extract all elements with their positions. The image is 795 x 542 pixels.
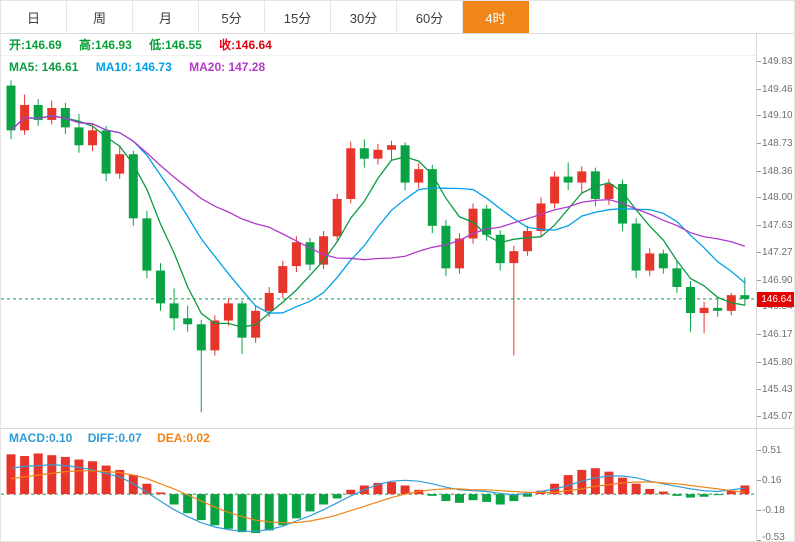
ohlc-bar: 开:146.69 高:146.93 低:146.55 收:146.64 xyxy=(1,34,756,56)
axis-tick xyxy=(757,197,761,198)
axis-tick xyxy=(757,389,761,390)
axis-tick xyxy=(757,115,761,116)
axis-tick xyxy=(757,416,761,417)
tab-30min[interactable]: 30分 xyxy=(331,1,397,33)
ma5-legend: MA5: 146.61 xyxy=(9,60,79,74)
axis-tick xyxy=(757,480,761,481)
timeframe-toolbar: 日 周 月 5分 15分 30分 60分 4时 xyxy=(1,1,794,34)
price-axis-label: 147.63 xyxy=(762,220,793,231)
price-axis-label: 145.43 xyxy=(762,384,793,395)
ohlc-open: 开:146.69 xyxy=(9,38,62,52)
axis-tick xyxy=(757,61,761,62)
axis-tick xyxy=(757,450,761,451)
axis-tick xyxy=(757,225,761,226)
ohlc-low: 低:146.55 xyxy=(149,38,202,52)
tab-60min[interactable]: 60分 xyxy=(397,1,463,33)
price-axis-label: 145.80 xyxy=(762,357,793,368)
diff-value: DIFF:0.07 xyxy=(87,431,142,445)
price-axis-label: 146.90 xyxy=(762,275,793,286)
axis-tick xyxy=(757,280,761,281)
macd-chart[interactable] xyxy=(1,429,756,542)
tab-4hour[interactable]: 4时 xyxy=(463,1,529,33)
macd-panel: MACD:0.10 DIFF:0.07 DEA:0.02 0.51 0.16 -0.… xyxy=(1,428,794,542)
price-axis-label: 145.07 xyxy=(762,411,793,422)
price-axis-label: 146.17 xyxy=(762,329,793,340)
axis-tick xyxy=(757,334,761,335)
main-chart-panel: 开:146.69 高:146.93 低:146.55 收:146.64 MA5:… xyxy=(1,34,794,428)
tab-15min[interactable]: 15分 xyxy=(265,1,331,33)
macd-axis-label: -0.18 xyxy=(762,505,785,516)
axis-tick xyxy=(757,89,761,90)
price-axis-label: 148.36 xyxy=(762,166,793,177)
macd-axis: 0.51 0.16 -0.18 -0.53 xyxy=(756,429,794,542)
ma20-legend: MA20: 147.28 xyxy=(189,60,266,74)
macd-legend: MACD:0.10 DIFF:0.07 DEA:0.02 xyxy=(9,431,222,445)
axis-tick xyxy=(757,510,761,511)
price-axis-label: 149.10 xyxy=(762,110,793,121)
price-axis-label: 148.73 xyxy=(762,138,793,149)
price-axis-label: 149.46 xyxy=(762,84,793,95)
macd-axis-label: 0.51 xyxy=(762,445,782,456)
ohlc-close: 收:146.64 xyxy=(219,38,272,52)
ma10-legend: MA10: 146.73 xyxy=(95,60,172,74)
axis-tick xyxy=(757,252,761,253)
dea-value: DEA:0.02 xyxy=(157,431,210,445)
macd-value: MACD:0.10 xyxy=(9,431,73,445)
price-axis-label: 149.83 xyxy=(762,56,793,67)
tab-weekly[interactable]: 周 xyxy=(67,1,133,33)
macd-axis-label: -0.53 xyxy=(762,532,785,542)
ohlc-high: 高:146.93 xyxy=(79,38,132,52)
axis-tick xyxy=(757,362,761,363)
tab-5min[interactable]: 5分 xyxy=(199,1,265,33)
candlestick-chart[interactable] xyxy=(1,34,756,428)
axis-tick xyxy=(757,171,761,172)
price-axis-label: 148.00 xyxy=(762,192,793,203)
macd-axis-label: 0.16 xyxy=(762,475,782,486)
price-axis-label: 147.27 xyxy=(762,247,793,258)
price-axis: 146.64 149.83 149.46 149.10 148.73 148.36 148… xyxy=(756,34,794,428)
axis-tick xyxy=(757,143,761,144)
axis-tick xyxy=(757,540,761,541)
tab-daily[interactable]: 日 xyxy=(1,1,67,33)
tab-monthly[interactable]: 月 xyxy=(133,1,199,33)
current-price-tag: 146.64 xyxy=(757,292,794,307)
ma-legend: MA5: 146.61 MA10: 146.73 MA20: 147.28 xyxy=(9,60,279,74)
